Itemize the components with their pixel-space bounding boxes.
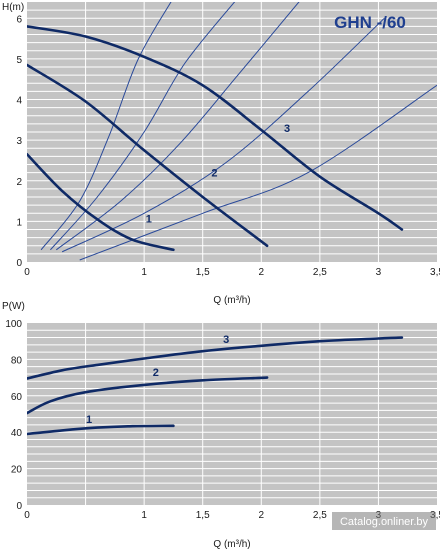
- top-x-tick-label: 0: [24, 267, 30, 278]
- top-y-tick-label: 6: [16, 14, 22, 25]
- top-y-tick-label: 5: [16, 55, 22, 66]
- top-y-tick-label: 1: [16, 217, 22, 228]
- top-series-3: [27, 25, 404, 231]
- bottom-y-tick-label: 20: [11, 465, 23, 476]
- top-x-tick-label: 1,5: [196, 267, 210, 278]
- bottom-series-label-3: 3: [223, 334, 229, 346]
- bottom-x-tick-label: 1,5: [196, 510, 210, 521]
- top-y-tick-label: 4: [16, 96, 22, 107]
- bottom-x-tick-label: 1: [141, 510, 147, 521]
- top-x-tick-label: 3,5: [430, 267, 440, 278]
- top-x-tick-label: 3: [376, 267, 382, 278]
- head-flow-chart: 1 2 3 0 1 1,5 2 2,5 3 3,5 0 1 2 3 4 5 6: [16, 2, 440, 278]
- top-series-2: [27, 63, 269, 248]
- top-y-axis-label: H(m): [2, 2, 24, 13]
- bottom-series-1: [27, 424, 175, 436]
- top-series-1: [27, 153, 175, 252]
- bottom-series-3: [27, 336, 404, 380]
- bottom-series-label-2: 2: [153, 367, 159, 379]
- watermark: Catalog.onliner.by: [332, 512, 436, 530]
- top-series-label-2: 2: [211, 168, 217, 180]
- bottom-y-tick-label: 100: [5, 319, 22, 330]
- top-x-axis-label: Q (m³/h): [213, 295, 250, 306]
- chart-title: GHN -/60: [334, 13, 406, 32]
- top-system-curve: [50, 2, 236, 251]
- bottom-x-tick-label: 0: [24, 510, 30, 521]
- top-system-curve: [40, 2, 172, 251]
- top-y-tick-label: 0: [16, 258, 22, 269]
- bottom-x-axis-label: Q (m³/h): [213, 539, 250, 550]
- bottom-y-tick-label: 40: [11, 428, 23, 439]
- top-system-curve: [55, 2, 300, 251]
- bottom-y-tick-label: 60: [11, 392, 23, 403]
- top-x-tick-label: 1: [141, 267, 147, 278]
- top-x-tick-label: 2: [259, 267, 265, 278]
- bottom-series-label-1: 1: [86, 414, 92, 426]
- bottom-y-tick-label: 80: [11, 355, 23, 366]
- bottom-plot-area: [27, 323, 437, 505]
- bottom-x-tick-label: 2,5: [313, 510, 327, 521]
- top-series-label-1: 1: [146, 214, 152, 226]
- bottom-y-tick-label: 0: [16, 501, 22, 512]
- bottom-series-2: [27, 376, 269, 415]
- top-x-tick-label: 2,5: [313, 267, 327, 278]
- top-y-tick-label: 2: [16, 177, 22, 188]
- bottom-x-tick-label: 2: [259, 510, 265, 521]
- top-series-label-3: 3: [284, 123, 290, 135]
- watermark-text: Catalog.onliner.by: [340, 516, 429, 528]
- bottom-y-axis-label: P(W): [2, 301, 25, 312]
- top-y-tick-label: 3: [16, 136, 22, 147]
- top-system-curve: [61, 17, 385, 253]
